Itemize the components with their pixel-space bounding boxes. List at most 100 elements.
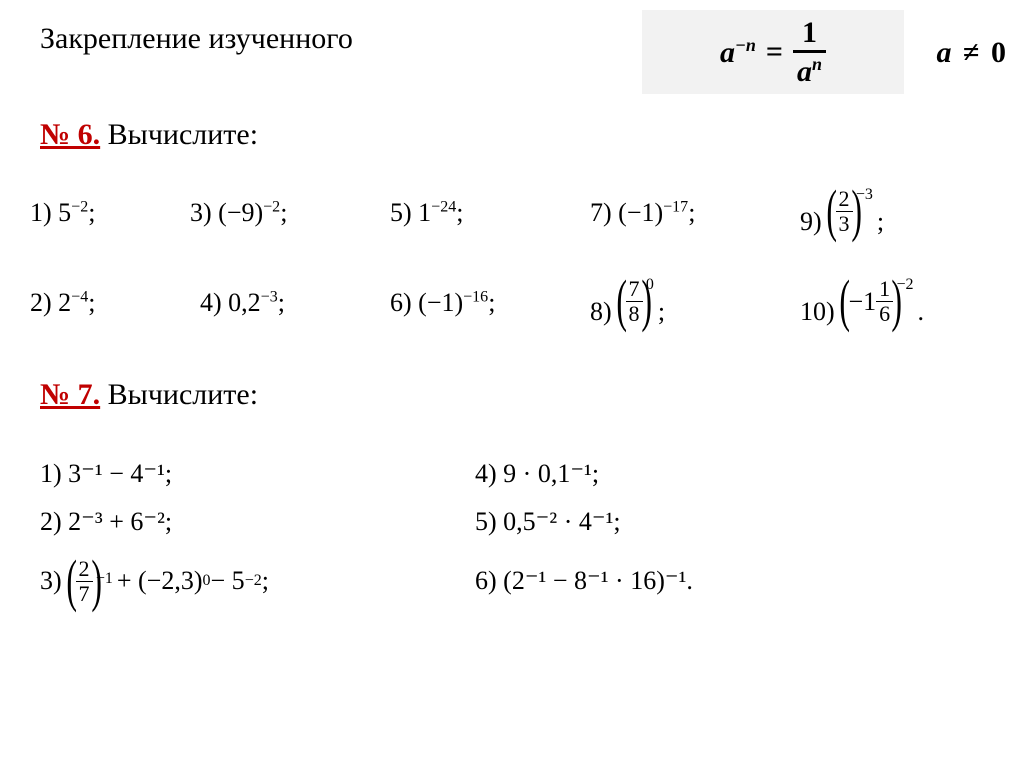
page: Закрепление изученного a−n = 1 an a ≠ 0 … — [0, 0, 1024, 767]
ex7-1: 1) 3⁻¹ − 4⁻¹; — [40, 450, 269, 498]
frac-den-exp: n — [812, 54, 822, 74]
ex-exp: −2 — [897, 276, 914, 293]
ex-num: 2) — [40, 507, 62, 537]
ex-num: 3) — [190, 198, 212, 227]
ex-num: 7) — [590, 198, 612, 227]
frac-d: 7 — [76, 581, 93, 605]
ex-num: 1) — [40, 459, 62, 489]
formula-lhs-base: a — [720, 36, 735, 69]
ex6-row2: 2) 2−4; 4) 0,2−3; 6) (−1)−16; 8) (78)0; … — [30, 278, 1000, 327]
ex6-9: 9) (23)−3; — [800, 188, 980, 237]
ex-num: 6) — [390, 288, 412, 317]
ex-exp: −16 — [463, 288, 488, 305]
ex-body: 2 — [58, 288, 71, 317]
ex-exp: −1 — [96, 570, 113, 588]
ex-tail: ; — [658, 297, 665, 326]
formula-lhs: a−n — [720, 35, 756, 70]
ex-tail: ; — [456, 198, 463, 227]
ex7-left-col: 1) 3⁻¹ − 4⁻¹; 2) 2⁻³ + 6⁻²; 3) (27)−1 + … — [40, 450, 269, 616]
frac-n: 2 — [836, 188, 853, 211]
formula-box: a−n = 1 an — [642, 10, 904, 94]
ex7-3: 3) (27)−1 + (−2,3)0 − 5−2; — [40, 546, 269, 616]
ex-num: 5) — [390, 198, 412, 227]
ex-body: (−9) — [218, 198, 263, 227]
ex-num: 8) — [590, 297, 612, 326]
ex-text: 2⁻³ + 6⁻²; — [68, 507, 172, 537]
ex-exp: −2 — [71, 198, 88, 215]
ex-tail: ; — [262, 566, 269, 596]
ex-exp: −24 — [431, 198, 456, 215]
section-6-word: Вычислите: — [108, 118, 258, 151]
ex-tail: ; — [280, 198, 287, 227]
ex-exp: −17 — [663, 198, 688, 215]
ex-num: 1) — [30, 198, 52, 227]
ex-exp: −4 — [71, 288, 88, 305]
ex-text: 0,5⁻² · 4⁻¹; — [503, 507, 620, 537]
ex-exp: 0 — [646, 276, 654, 293]
ex-body: 0,2 — [228, 288, 261, 317]
ex-exp2: 0 — [203, 572, 211, 590]
mixed-whole: −1 — [849, 287, 877, 317]
ex-exp: −3 — [856, 186, 873, 203]
formula-rhs-frac: 1 an — [793, 18, 826, 87]
section-7-num: № 7. — [40, 378, 100, 411]
ex-exp3: −2 — [245, 572, 262, 590]
ex7-4: 4) 9 · 0,1⁻¹; — [475, 450, 693, 498]
frac-d: 8 — [626, 301, 643, 325]
formula-equation: a−n = 1 an — [720, 18, 826, 87]
paren-frac: (−116) — [841, 278, 900, 325]
ex-text: 9 · 0,1⁻¹; — [503, 459, 599, 489]
ex7-right-col: 4) 9 · 0,1⁻¹; 5) 0,5⁻² · 4⁻¹; 6) (2⁻¹ − … — [475, 450, 693, 616]
ex6-3: 3) (−9)−2; — [190, 198, 390, 228]
ex-text: 3⁻¹ − 4⁻¹; — [68, 459, 172, 489]
frac-den-base: a — [797, 55, 812, 88]
condition: a ≠ 0 — [937, 36, 1006, 70]
frac-den: an — [793, 50, 826, 87]
ex7-6: 6) (2⁻¹ − 8⁻¹ · 16)⁻¹. — [475, 546, 693, 616]
frac-num: 1 — [798, 18, 821, 50]
frac-n: 7 — [626, 278, 643, 301]
section-6-title: № 6. Вычислите: — [40, 118, 258, 152]
equals-sign: = — [766, 35, 783, 69]
ex6-1: 1) 5−2; — [30, 198, 190, 228]
ex7-5: 5) 0,5⁻² · 4⁻¹; — [475, 498, 693, 546]
ex-tail: ; — [877, 207, 884, 236]
section-7-title: № 7. Вычислите: — [40, 378, 258, 412]
ex-mid2: − 5 — [211, 566, 245, 596]
ex-body: 1 — [418, 198, 431, 227]
frac-n: 2 — [76, 558, 93, 581]
ex-exp: −2 — [263, 198, 280, 215]
formula-lhs-exp: −n — [735, 35, 756, 55]
ex-num: 6) — [475, 566, 497, 596]
page-title: Закрепление изученного — [40, 22, 353, 56]
ex6-4: 4) 0,2−3; — [200, 288, 390, 318]
ex-mid: + (−2,3) — [117, 566, 203, 596]
ex-tail: ; — [688, 198, 695, 227]
ex7-2: 2) 2⁻³ + 6⁻²; — [40, 498, 269, 546]
ex-text: (2⁻¹ − 8⁻¹ · 16)⁻¹. — [503, 566, 693, 596]
ex6-2: 2) 2−4; — [30, 288, 200, 318]
section-6-num: № 6. — [40, 118, 100, 151]
section-7-word: Вычислите: — [108, 378, 258, 411]
cond-base: a — [937, 36, 952, 69]
ex-num: 2) — [30, 288, 52, 317]
ex-num: 3) — [40, 566, 62, 596]
ex6-7: 7) (−1)−17; — [590, 198, 800, 228]
frac-d: 3 — [836, 211, 853, 235]
cond-rhs: 0 — [991, 36, 1006, 69]
ex6-row1: 1) 5−2; 3) (−9)−2; 5) 1−24; 7) (−1)−17; … — [30, 188, 1000, 237]
ex-tail: ; — [88, 288, 95, 317]
ex-exp: −3 — [261, 288, 278, 305]
ex6-8: 8) (78)0; — [590, 278, 800, 327]
ex-tail: ; — [278, 288, 285, 317]
ex-num: 4) — [200, 288, 222, 317]
ex-body: (−1) — [618, 198, 663, 227]
ex-num: 4) — [475, 459, 497, 489]
cond-op: ≠ — [959, 36, 983, 69]
ex-tail: ; — [88, 198, 95, 227]
ex6-5: 5) 1−24; — [390, 198, 590, 228]
ex-body: 5 — [58, 198, 71, 227]
ex-tail: ; — [488, 288, 495, 317]
ex-num: 10) — [800, 297, 835, 326]
ex-body: (−1) — [418, 288, 463, 317]
